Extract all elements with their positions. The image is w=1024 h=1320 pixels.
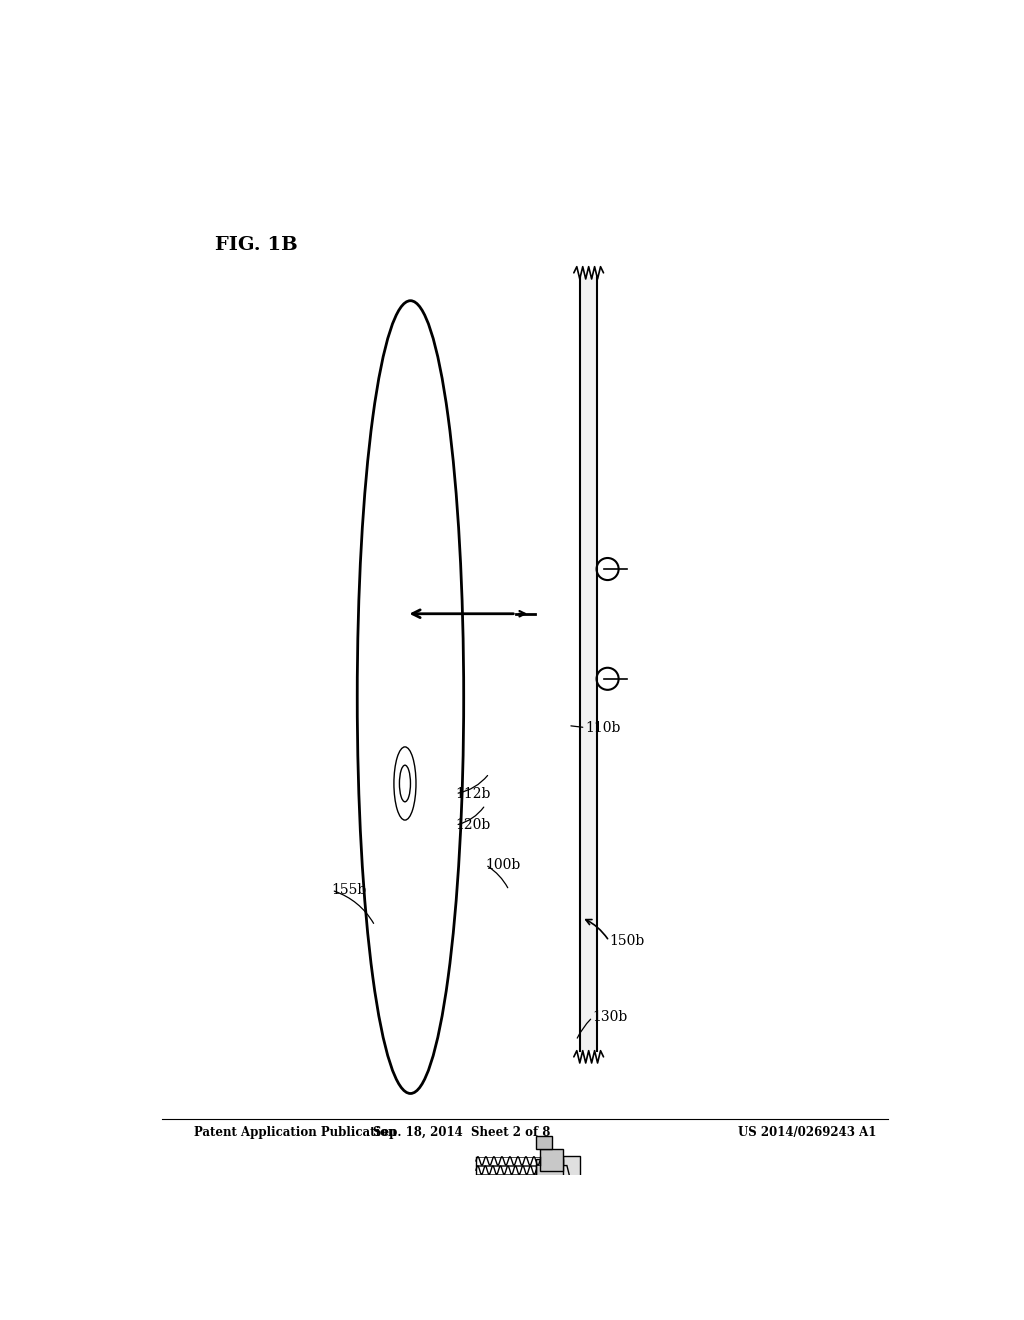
Polygon shape — [540, 1150, 563, 1171]
Polygon shape — [563, 1155, 580, 1183]
Text: FIG. 1B: FIG. 1B — [215, 236, 298, 253]
Polygon shape — [537, 1135, 552, 1150]
Text: 110b: 110b — [586, 721, 621, 735]
Text: 130b: 130b — [593, 1010, 628, 1024]
Text: 150b: 150b — [609, 935, 644, 948]
Text: Sep. 18, 2014  Sheet 2 of 8: Sep. 18, 2014 Sheet 2 of 8 — [373, 1126, 551, 1139]
Text: 100b: 100b — [485, 858, 520, 871]
Text: 120b: 120b — [456, 818, 490, 832]
Polygon shape — [580, 277, 597, 1052]
Polygon shape — [557, 1166, 569, 1183]
Text: 155b: 155b — [332, 883, 367, 898]
Polygon shape — [537, 1159, 563, 1181]
Text: Patent Application Publication: Patent Application Publication — [194, 1126, 396, 1139]
Text: US 2014/0269243 A1: US 2014/0269243 A1 — [737, 1126, 877, 1139]
Text: 112b: 112b — [456, 787, 490, 801]
